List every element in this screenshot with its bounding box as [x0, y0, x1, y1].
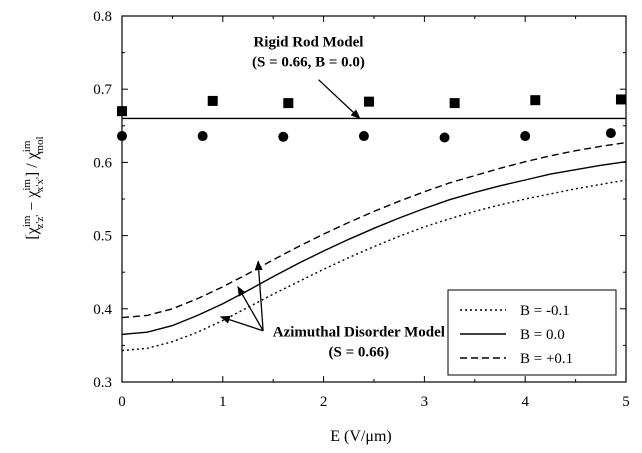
- x-axis-title: E (V/μm): [330, 428, 391, 445]
- x-tick-label: 4: [521, 394, 529, 410]
- circle-marker: [520, 131, 531, 142]
- azimuthal-arrow: [219, 315, 264, 332]
- y-tick-label: 0.5: [93, 229, 112, 245]
- x-tick-label: 3: [421, 394, 429, 410]
- y-axis-title-sub2: x'x': [34, 177, 46, 192]
- square-marker: [363, 96, 374, 107]
- azimuthal-arrow: [237, 285, 264, 332]
- data-markers: [117, 94, 626, 143]
- legend-label: B = 0.0: [520, 327, 565, 343]
- square-marker: [207, 95, 218, 106]
- series-line-3: [121, 141, 627, 319]
- square-marker: [530, 95, 541, 106]
- y-tick-label: 0.7: [93, 82, 112, 98]
- y-axis-title-sub3: mol: [34, 136, 46, 153]
- legend: B = -0.1 B = 0.0 B = +0.1: [447, 289, 617, 376]
- azimuthal-arrow: [254, 260, 264, 331]
- x-tick-label: 1: [219, 394, 227, 410]
- circle-marker: [117, 131, 127, 142]
- circle-marker: [439, 132, 450, 143]
- x-tick-label: 5: [622, 394, 630, 410]
- y-axis-title-tail: ] / χ: [24, 151, 41, 177]
- y-axis-title-sub1: z'z': [34, 215, 46, 229]
- legend-label: B = -0.1: [520, 303, 570, 319]
- y-axis-title: [χimz'z' − χimx'x'] / χimmol: [21, 136, 46, 239]
- annotations: Rigid Rod Model (S = 0.66, B = 0.0) Azimut…: [219, 35, 445, 361]
- y-axis-title-sup3: im: [21, 140, 33, 152]
- legend-box: [447, 289, 617, 376]
- square-marker: [283, 98, 294, 109]
- azimuthal-annotation-text: (S = 0.66): [329, 345, 390, 361]
- y-axis-title-sup1: im: [21, 215, 33, 227]
- x-tick-label: 2: [320, 394, 328, 410]
- y-axis-title-group: [χimz'z' − χimx'x'] / χimmol: [21, 136, 46, 239]
- circle-marker: [358, 131, 369, 142]
- y-axis-title-sup2: im: [21, 179, 33, 191]
- y-tick-label: 0.8: [93, 9, 112, 25]
- series-line-1: [121, 179, 627, 352]
- legend-label: B = +0.1: [520, 351, 573, 367]
- x-axis-title-group: E (V/μm): [330, 428, 391, 445]
- axis-ticks: 0 1 2 3 4 5 0.3 0.4 0.5 0.6 0.7 0.8: [93, 9, 630, 410]
- y-tick-label: 0.3: [93, 375, 112, 391]
- x-tick-label: 0: [118, 394, 126, 410]
- azimuthal-annotation-text: Azimuthal Disorder Model: [273, 325, 445, 341]
- rigid-annotation-text: (S = 0.66, B = 0.0): [252, 55, 365, 71]
- rigid-arrow: [318, 79, 361, 120]
- model-curves: [121, 141, 627, 352]
- series-line-2: [121, 161, 627, 336]
- circle-marker: [278, 131, 289, 142]
- square-marker: [117, 106, 127, 117]
- circle-marker: [197, 131, 208, 142]
- y-axis-title-lead: [χ: [24, 226, 41, 239]
- square-marker: [615, 94, 626, 105]
- rigid-annotation-text: Rigid Rod Model: [253, 35, 363, 51]
- y-tick-label: 0.4: [93, 302, 112, 318]
- square-marker: [449, 98, 460, 109]
- y-tick-label: 0.6: [93, 155, 112, 171]
- y-axis-title-mid: − χ: [24, 190, 41, 215]
- circle-marker: [605, 128, 616, 139]
